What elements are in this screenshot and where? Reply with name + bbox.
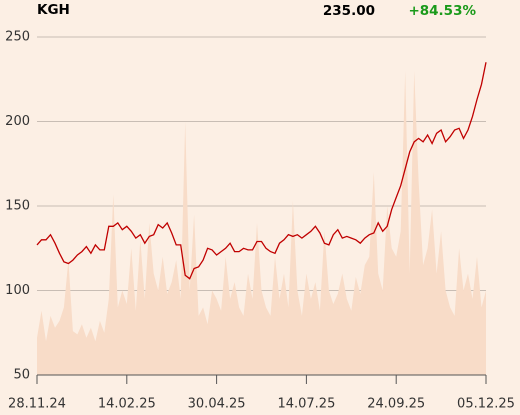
y-tick-label: 200 xyxy=(5,114,30,129)
volume-area xyxy=(37,70,486,376)
price-change: +84.53% xyxy=(408,3,476,19)
y-tick-label: 150 xyxy=(5,199,30,214)
x-tick-label: 28.11.24 xyxy=(8,397,66,412)
y-tick-label: 100 xyxy=(5,283,30,298)
x-tick-label: 14.07.25 xyxy=(277,397,335,412)
price-line xyxy=(36,62,487,280)
x-tick-label: 24.09.25 xyxy=(367,397,425,412)
last-price: 235.00 xyxy=(323,3,375,19)
x-tick-label: 14.02.25 xyxy=(98,397,156,412)
y-tick-label: 50 xyxy=(13,368,30,383)
y-tick-label: 250 xyxy=(5,30,30,45)
ticker-title: KGH xyxy=(37,2,70,18)
x-tick-label: 30.04.25 xyxy=(188,397,246,412)
x-tick-label: 05.12.25 xyxy=(457,397,515,412)
